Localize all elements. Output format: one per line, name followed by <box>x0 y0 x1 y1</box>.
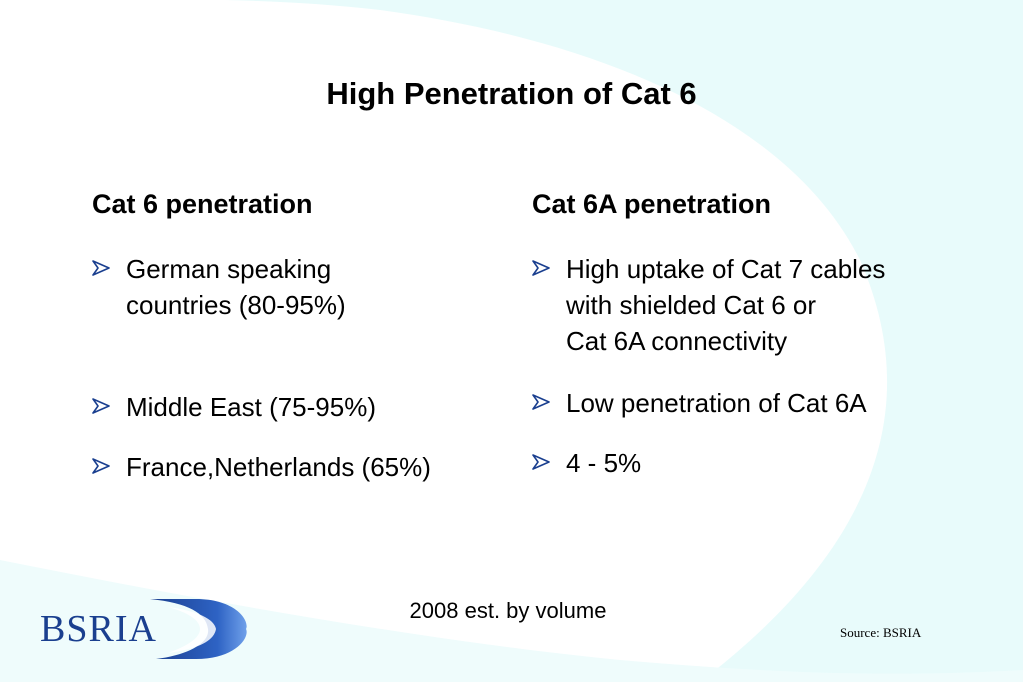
arrow-bullet-icon <box>92 251 126 323</box>
bullet-text: 4 - 5% <box>566 448 642 478</box>
bullet-text: German speaking countries (80-95%) <box>126 254 346 320</box>
bullet-item: France,Netherlands (65%) <box>92 449 431 485</box>
right-column: Cat 6A penetration High uptake of Cat 7 … <box>532 187 1002 478</box>
bullet-item: Low penetration of Cat 6A <box>532 385 867 421</box>
left-column: Cat 6 penetration German speaking countr… <box>92 187 512 482</box>
slide-title: High Penetration of Cat 6 <box>326 76 697 111</box>
arrow-bullet-icon <box>92 449 126 485</box>
right-column-heading: Cat 6A penetration <box>532 189 772 219</box>
bullet-text: France,Netherlands (65%) <box>126 452 431 482</box>
arrow-bullet-icon <box>92 389 126 425</box>
arrow-bullet-icon <box>532 445 566 481</box>
bullet-text: Middle East (75-95%) <box>126 392 376 422</box>
source-credit: Source: BSRIA <box>840 625 922 640</box>
bsria-logo: BSRIA <box>38 597 248 661</box>
arrow-bullet-icon <box>532 385 566 421</box>
left-column-heading: Cat 6 penetration <box>92 189 313 219</box>
bullet-item: German speaking countries (80-95%) <box>92 251 346 323</box>
bullet-item: High uptake of Cat 7 cables with shielde… <box>532 251 885 359</box>
logo-swoosh-icon <box>150 599 247 659</box>
logo-text: BSRIA <box>40 608 157 650</box>
footnote: 2008 est. by volume <box>409 598 607 623</box>
arrow-bullet-icon <box>532 251 566 359</box>
bullet-text: Low penetration of Cat 6A <box>566 388 867 418</box>
bullet-text: High uptake of Cat 7 cables with shielde… <box>566 254 886 356</box>
bullet-item: Middle East (75-95%) <box>92 389 376 425</box>
bullet-item: 4 - 5% <box>532 445 641 481</box>
